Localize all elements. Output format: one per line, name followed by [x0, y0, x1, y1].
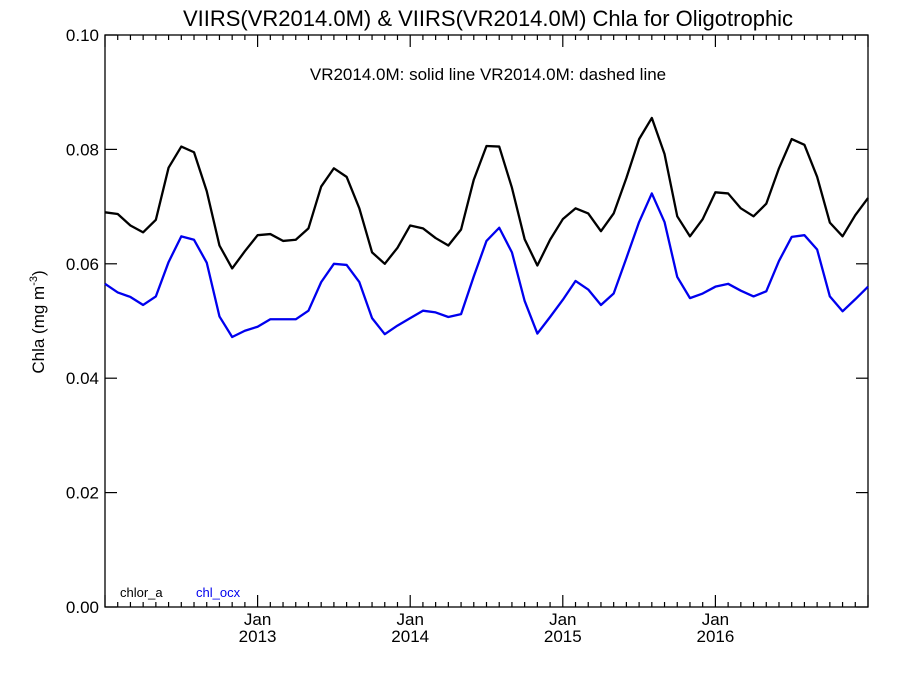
legend-label-chl-ocx: chl_ocx — [196, 585, 241, 600]
chart-subtitle: VR2014.0M: solid line VR2014.0M: dashed … — [310, 65, 666, 84]
y-axis-ticks: 0.00 0.02 0.04 0.06 0.08 0.10 — [66, 26, 868, 617]
y-tick-label: 0.10 — [66, 26, 99, 45]
legend-label-chlor-a: chlor_a — [120, 585, 163, 600]
y-tick-label: 0.08 — [66, 140, 99, 159]
x-tick-label-month: Jan — [396, 610, 423, 629]
x-tick-label-month: Jan — [549, 610, 576, 629]
x-tick-label-month: Jan — [244, 610, 271, 629]
plot-frame — [104, 34, 869, 608]
x-tick-label-year: 2014 — [391, 627, 429, 646]
x-tick-label-year: 2016 — [696, 627, 734, 646]
y-tick-label: 0.00 — [66, 598, 99, 617]
chart-title: VIIRS(VR2014.0M) & VIIRS(VR2014.0M) Chla… — [183, 6, 793, 31]
x-tick-label-month: Jan — [702, 610, 729, 629]
x-tick-label-year: 2015 — [544, 627, 582, 646]
series-line-chl-ocx — [104, 192, 869, 339]
y-tick-label: 0.02 — [66, 484, 99, 503]
series-line-chlor-a — [104, 116, 869, 270]
y-tick-label: 0.06 — [66, 255, 99, 274]
y-axis-label: Chla (mg m-3) — [28, 270, 48, 373]
y-tick-label: 0.04 — [66, 369, 99, 388]
series-lines — [104, 116, 869, 339]
legend: chlor_a chl_ocx — [120, 585, 241, 600]
x-tick-label-year: 2013 — [239, 627, 277, 646]
